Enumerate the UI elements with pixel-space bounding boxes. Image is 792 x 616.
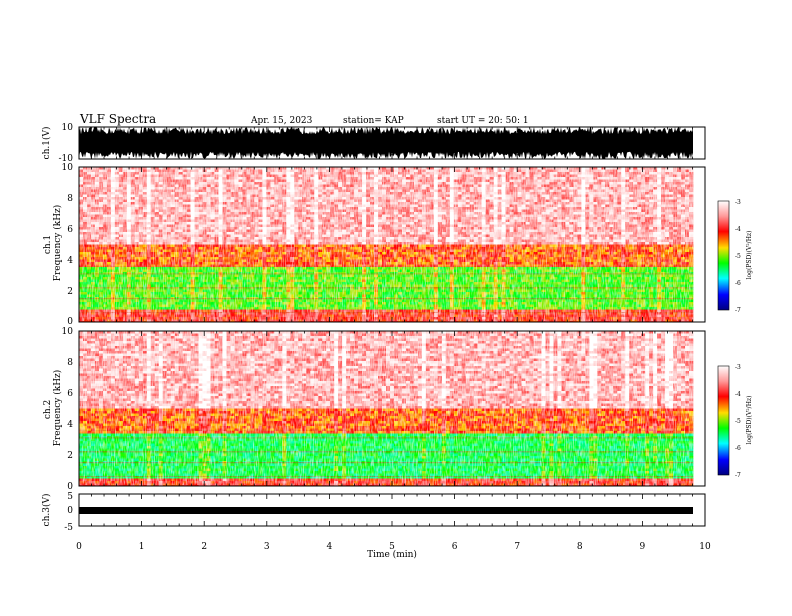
- ch1-ytick-top: 10: [62, 123, 74, 133]
- figure-title: VLF Spectra: [79, 112, 156, 126]
- ch1-waveform-panel: 10 -10 ch.1(V): [41, 123, 706, 164]
- ch1-y-label: ch.1(V): [41, 127, 52, 160]
- date-label: Apr. 15, 2023: [250, 116, 313, 126]
- start-time-label: start UT = 20: 50: 1: [437, 116, 529, 126]
- ch1-spectrogram-panel: 0 2 4 6 8 10 ch.1 Frequency (kHz): [43, 163, 706, 327]
- ch1-waveform-trace: [79, 127, 693, 159]
- station-label: station= KAP: [343, 116, 404, 126]
- ch1-ytick-bottom: -10: [59, 154, 74, 164]
